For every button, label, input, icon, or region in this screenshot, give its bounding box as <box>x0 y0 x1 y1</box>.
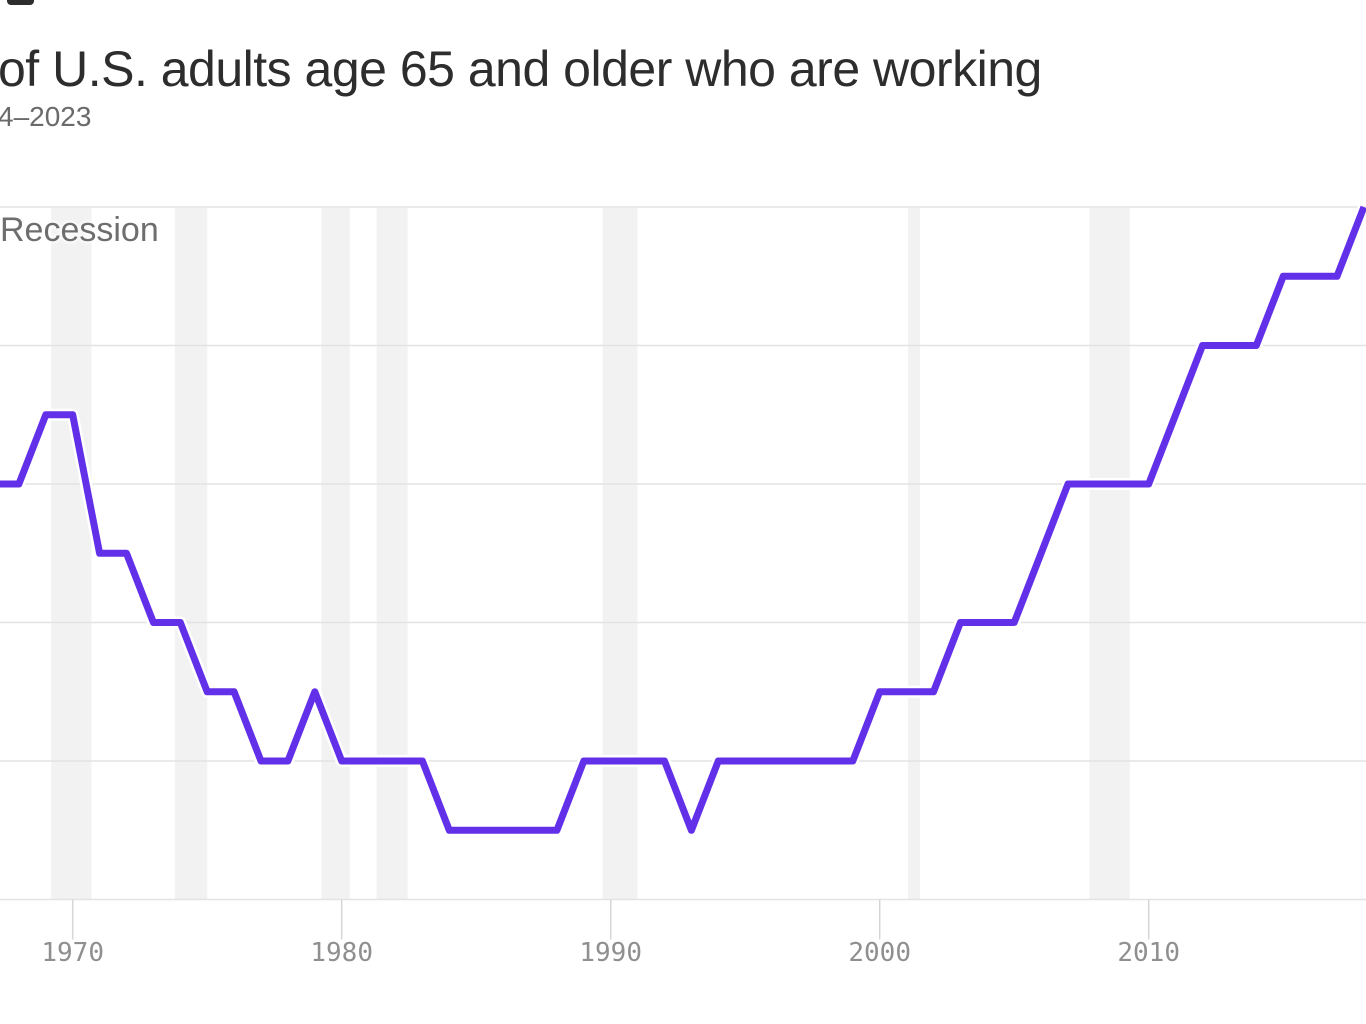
x-tick-label: 1980 <box>310 938 373 968</box>
chart-title: of U.S. adults age 65 and older who are … <box>0 40 1042 97</box>
x-tick-label: 1970 <box>41 938 104 968</box>
recession-band <box>174 208 208 900</box>
x-tick-label: 1990 <box>579 938 642 968</box>
trend-line <box>0 205 1366 834</box>
x-tick-label: 2010 <box>1117 938 1180 968</box>
recession-annotation: Recession <box>0 211 159 249</box>
recession-band <box>602 208 638 900</box>
recession-band <box>376 208 408 900</box>
recession-band <box>907 208 921 900</box>
recession-band <box>321 208 350 900</box>
cropped-glyph-fragment <box>7 0 34 5</box>
x-tick-label: 2000 <box>848 938 911 968</box>
recession-band <box>1089 208 1130 900</box>
recession-band <box>51 208 92 900</box>
chart-subtitle: 4–2023 <box>0 101 92 132</box>
